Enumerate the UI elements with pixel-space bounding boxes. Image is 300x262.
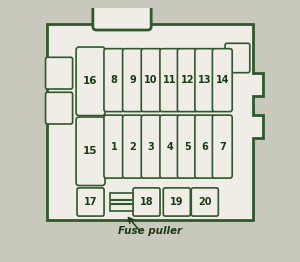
Text: 2: 2	[129, 141, 136, 152]
Bar	[97, 23, 147, 25]
FancyBboxPatch shape	[212, 49, 232, 112]
FancyBboxPatch shape	[163, 188, 190, 216]
Text: 1: 1	[110, 141, 117, 152]
Text: 11: 11	[163, 75, 177, 85]
Text: 17: 17	[84, 197, 97, 207]
FancyBboxPatch shape	[141, 49, 161, 112]
Text: 16: 16	[83, 76, 98, 86]
FancyBboxPatch shape	[93, 0, 151, 30]
Text: 8: 8	[110, 75, 117, 85]
FancyBboxPatch shape	[191, 188, 218, 216]
Text: 19: 19	[170, 197, 184, 207]
Text: Fuse puller: Fuse puller	[118, 226, 182, 236]
Text: 4: 4	[167, 141, 173, 152]
FancyBboxPatch shape	[195, 115, 215, 178]
FancyBboxPatch shape	[46, 92, 73, 124]
FancyBboxPatch shape	[104, 49, 124, 112]
Text: 9: 9	[129, 75, 136, 85]
FancyBboxPatch shape	[195, 49, 215, 112]
FancyBboxPatch shape	[123, 115, 142, 178]
Text: 18: 18	[140, 197, 153, 207]
FancyBboxPatch shape	[76, 47, 105, 116]
Text: 3: 3	[148, 141, 154, 152]
FancyBboxPatch shape	[177, 49, 197, 112]
FancyBboxPatch shape	[212, 115, 232, 178]
Text: 13: 13	[198, 75, 211, 85]
FancyBboxPatch shape	[160, 115, 180, 178]
FancyBboxPatch shape	[76, 117, 105, 185]
Text: 12: 12	[181, 75, 194, 85]
FancyBboxPatch shape	[104, 115, 124, 178]
Text: 7: 7	[219, 141, 226, 152]
Text: 15: 15	[83, 146, 98, 156]
FancyBboxPatch shape	[177, 115, 197, 178]
FancyBboxPatch shape	[133, 188, 160, 216]
Text: 6: 6	[201, 141, 208, 152]
Text: 14: 14	[215, 75, 229, 85]
FancyBboxPatch shape	[77, 188, 104, 216]
PathPatch shape	[47, 13, 263, 220]
Text: 20: 20	[198, 197, 211, 207]
FancyBboxPatch shape	[141, 115, 161, 178]
Text: 10: 10	[144, 75, 158, 85]
Text: 5: 5	[184, 141, 191, 152]
FancyBboxPatch shape	[46, 57, 73, 89]
Bar	[110, 193, 133, 211]
FancyBboxPatch shape	[160, 49, 180, 112]
FancyBboxPatch shape	[123, 49, 142, 112]
FancyBboxPatch shape	[225, 43, 250, 73]
